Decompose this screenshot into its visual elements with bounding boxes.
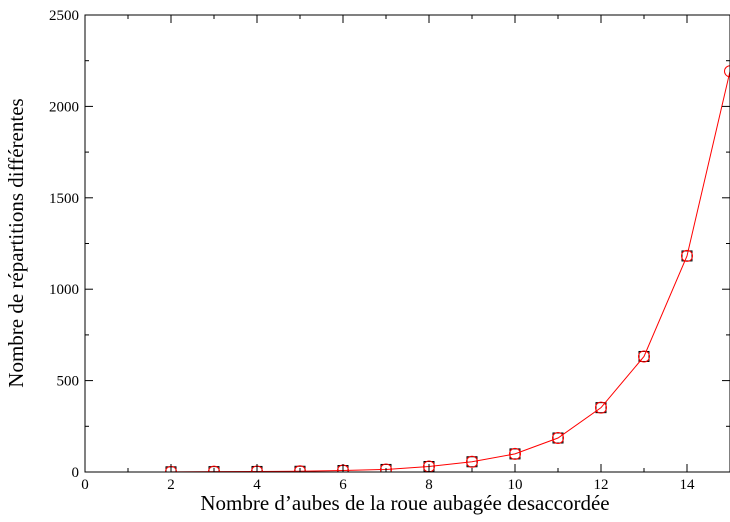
series-0 xyxy=(165,250,693,472)
x-tick-label: 0 xyxy=(81,477,89,493)
series-line xyxy=(170,71,730,472)
y-tick-label: 500 xyxy=(57,374,80,390)
y-tick-label: 2000 xyxy=(49,99,79,115)
y-tick-label: 2500 xyxy=(49,8,79,24)
data-point-circle xyxy=(724,65,730,78)
x-tick-label: 6 xyxy=(339,477,347,493)
data-point-circle xyxy=(595,401,607,414)
data-point-circle xyxy=(552,431,564,444)
data-point-circle xyxy=(423,460,435,472)
y-axis-title: Nombre de répartitions différentes xyxy=(4,98,28,387)
data-point-circle xyxy=(466,455,478,468)
series-1 xyxy=(165,65,730,472)
plot-frame xyxy=(84,14,730,473)
data-point-circle xyxy=(681,249,693,262)
y-tick-label: 1500 xyxy=(49,191,79,207)
x-tick-label: 14 xyxy=(680,477,696,493)
x-tick-label: 2 xyxy=(167,477,175,493)
x-tick-label: 10 xyxy=(508,477,523,493)
data-point-circle xyxy=(638,350,650,363)
series-layer xyxy=(165,65,730,472)
data-point-circle xyxy=(509,447,521,460)
x-tick-label: 12 xyxy=(594,477,609,493)
y-tick-label: 1000 xyxy=(49,282,79,298)
data-point-circle xyxy=(380,463,392,472)
data-point-circle xyxy=(294,465,306,472)
y-tick-label: 0 xyxy=(72,465,80,481)
x-tick-label: 8 xyxy=(425,477,433,493)
x-axis-title: Nombre d’aubes de la roue aubagée desacc… xyxy=(200,491,609,515)
axis-layer: 0 2 4 6 8 10 12 14 0 500 1000 1500 2000 2500 xyxy=(49,8,730,493)
x-tick-label: 4 xyxy=(253,477,261,493)
